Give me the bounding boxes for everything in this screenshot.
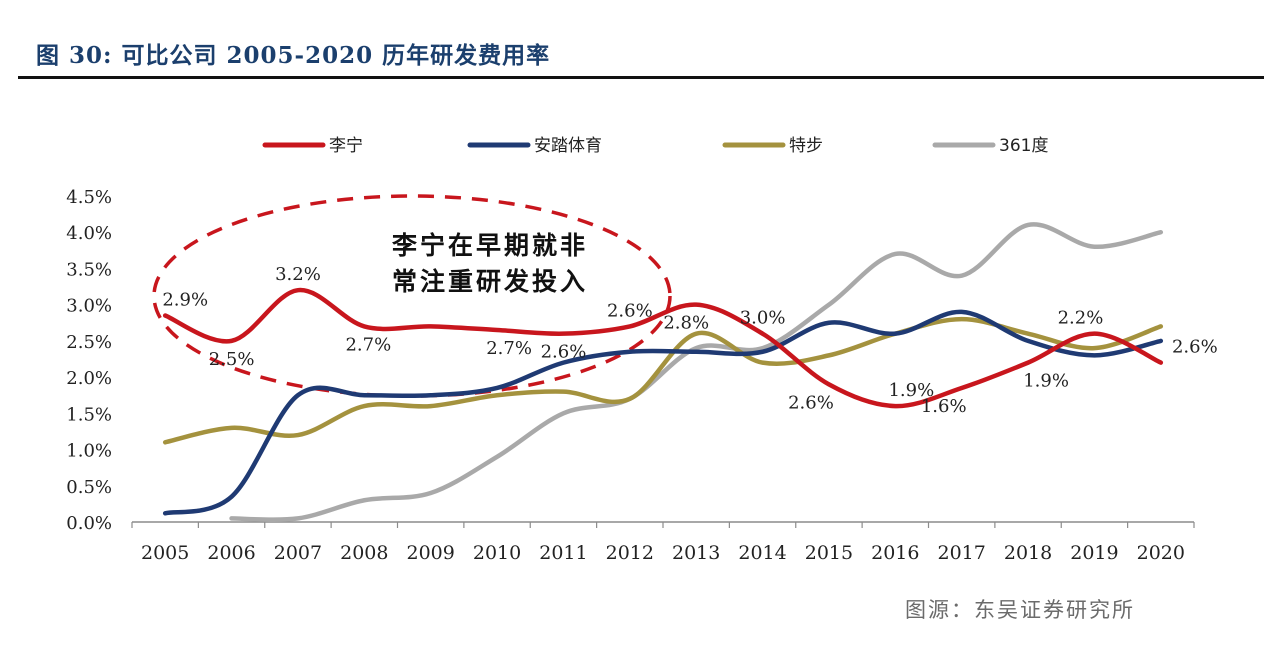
data-label: 2.6%	[607, 300, 653, 321]
y-tick-label: 4.5%	[66, 187, 112, 208]
series-line-3	[162, 316, 1164, 445]
x-tick-label: 2012	[606, 542, 654, 564]
x-tick-label: 2017	[938, 542, 986, 564]
legend-label: 李宁	[329, 136, 363, 156]
legend-label: 特步	[789, 136, 823, 156]
x-tick-label: 2016	[871, 542, 919, 564]
x-tick-label: 2019	[1070, 542, 1118, 564]
y-tick-label: 3.0%	[66, 296, 112, 317]
x-tick-label: 2009	[407, 542, 455, 564]
figure-title: 图 30: 可比公司 2005-2020 历年研发费用率	[36, 42, 551, 69]
y-tick-label: 0.0%	[66, 513, 112, 534]
legend-label: 361度	[999, 136, 1048, 156]
data-label: 2.8%	[663, 313, 709, 334]
series-line-1	[162, 287, 1164, 409]
data-label: 2.9%	[162, 290, 208, 311]
x-tick-label: 2015	[805, 542, 853, 564]
data-label: 2.7%	[486, 338, 532, 359]
data-label: 3.2%	[275, 264, 321, 285]
y-tick-label: 4.0%	[66, 223, 112, 244]
y-tick-label: 2.0%	[66, 368, 112, 389]
x-tick-label: 2007	[274, 542, 322, 564]
data-label: 2.5%	[209, 349, 255, 370]
data-label: 1.9%	[1023, 371, 1069, 392]
data-label: 2.6%	[541, 342, 587, 363]
series-line-2	[162, 309, 1164, 516]
series-line-4	[229, 222, 1164, 522]
x-tick-label: 2013	[672, 542, 720, 564]
y-tick-label: 2.5%	[66, 332, 112, 353]
x-tick-label: 2005	[141, 542, 189, 564]
annotation-text: 常注重研发投入	[392, 267, 588, 296]
data-label: 2.6%	[1172, 337, 1218, 358]
data-label: 1.9%	[888, 380, 934, 401]
x-tick-label: 2008	[340, 542, 388, 564]
x-tick-label: 2020	[1137, 542, 1185, 564]
x-tick-label: 2014	[738, 542, 786, 564]
y-tick-label: 1.5%	[66, 404, 112, 425]
legend-label: 安踏体育	[534, 136, 602, 156]
y-tick-label: 3.5%	[66, 259, 112, 280]
y-tick-label: 0.5%	[66, 477, 112, 498]
x-tick-label: 2011	[539, 542, 587, 564]
x-tick-label: 2010	[473, 542, 521, 564]
x-tick-label: 2006	[207, 542, 255, 564]
data-label: 2.2%	[1058, 308, 1104, 329]
y-tick-label: 1.0%	[66, 441, 112, 462]
source-note: 图源：东吴证券研究所	[905, 598, 1135, 622]
data-label: 3.0%	[740, 308, 786, 329]
data-label: 2.6%	[788, 392, 834, 413]
title-rule	[18, 76, 1264, 79]
annotation-text: 李宁在早期就非	[392, 231, 588, 260]
x-tick-label: 2018	[1004, 542, 1052, 564]
data-label: 2.7%	[345, 334, 391, 355]
data-label: 1.6%	[921, 396, 967, 417]
annotation-ellipse	[152, 194, 672, 398]
